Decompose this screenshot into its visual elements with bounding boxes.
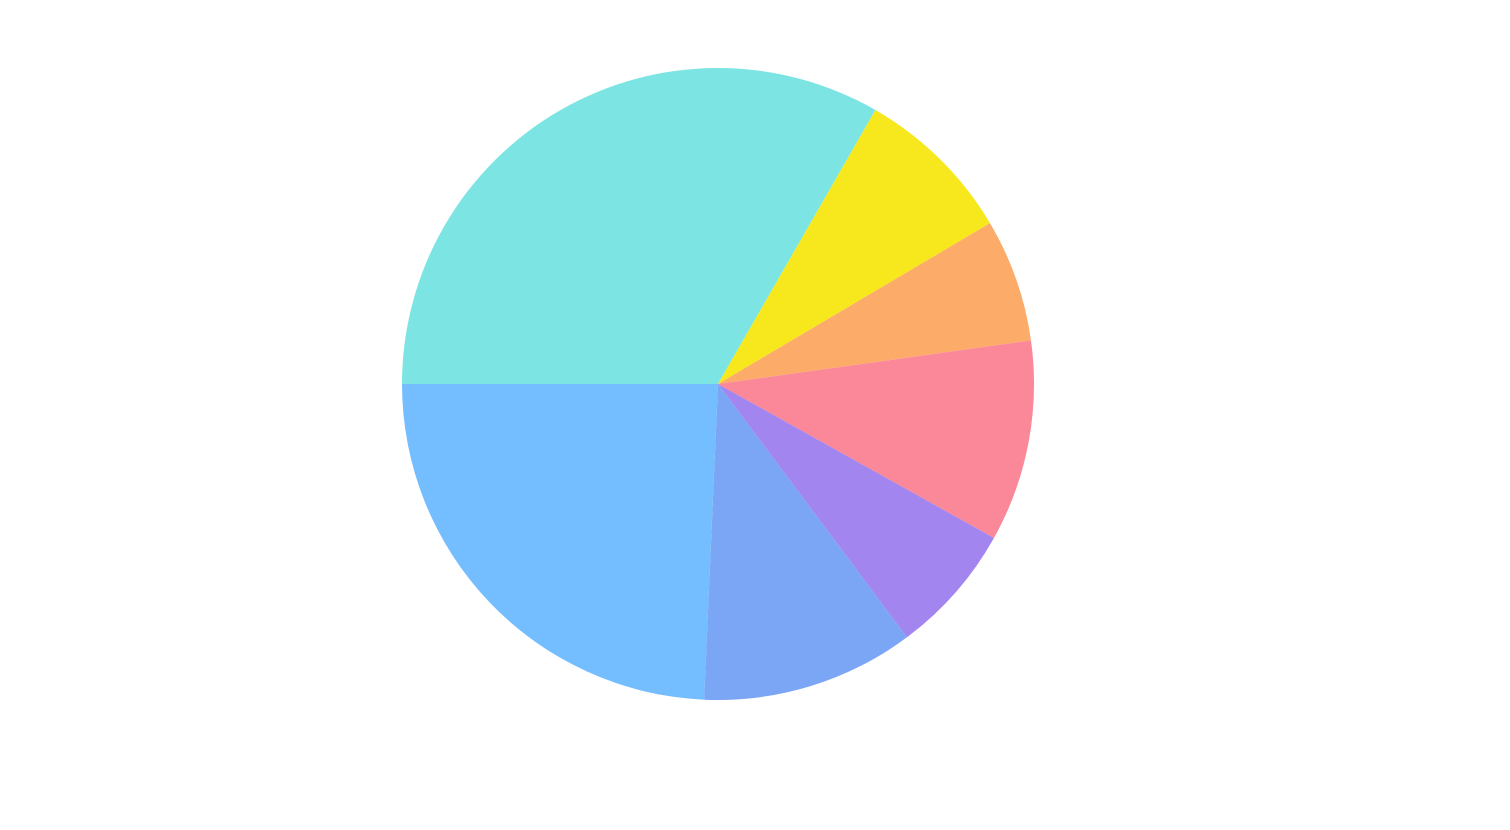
pie-slice-1 (402, 68, 876, 385)
pie-slice-2 (718, 110, 990, 384)
pie-slice-5 (718, 384, 994, 638)
pie-slices (402, 68, 1035, 700)
pie-slice-6 (704, 384, 907, 700)
pie-slice-7 (402, 384, 718, 700)
pie-slice-4 (718, 340, 1035, 538)
pie-slice-3 (718, 223, 1031, 384)
